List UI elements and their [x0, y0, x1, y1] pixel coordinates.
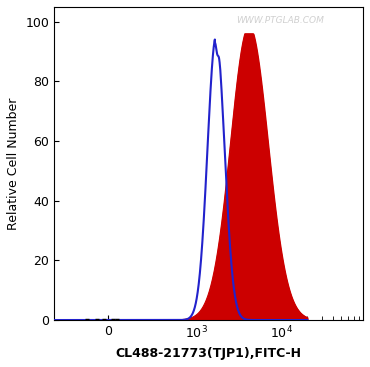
X-axis label: CL488-21773(TJP1),FITC-H: CL488-21773(TJP1),FITC-H	[116, 347, 302, 360]
Text: WWW.PTGLAB.COM: WWW.PTGLAB.COM	[236, 17, 324, 25]
Y-axis label: Relative Cell Number: Relative Cell Number	[7, 97, 20, 230]
